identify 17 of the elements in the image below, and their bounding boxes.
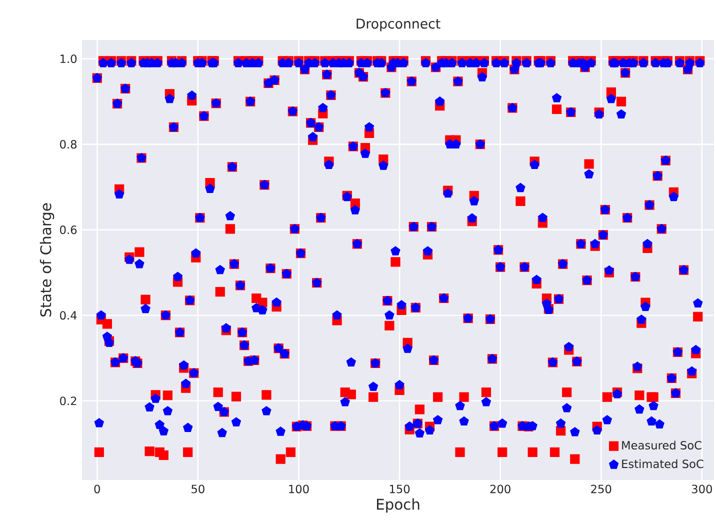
y-tick-label: 0.6 [60, 226, 77, 234]
x-tick-label: 200 [490, 484, 510, 494]
x-axis-title: Epoch [376, 498, 420, 513]
x-tick-label: 0 [94, 484, 100, 494]
legend-label: Measured SoC [622, 440, 702, 450]
y-axis-title: State of Charge [40, 203, 54, 316]
y-tick-label: 0.4 [60, 311, 77, 320]
y-tick-label: 0.8 [60, 140, 77, 149]
x-tick-label: 50 [192, 484, 204, 494]
x-tick-label: 300 [692, 484, 712, 494]
chart-title: Dropconnect [356, 18, 440, 32]
y-tick-label: 1.0 [60, 54, 77, 64]
x-tick-label: 150 [390, 484, 410, 494]
y-tick-label: 0.2 [60, 396, 76, 406]
legend-label: Estimated SoC [622, 459, 704, 468]
x-tick-label: 100 [289, 484, 309, 494]
x-tick-label: 250 [591, 484, 612, 494]
